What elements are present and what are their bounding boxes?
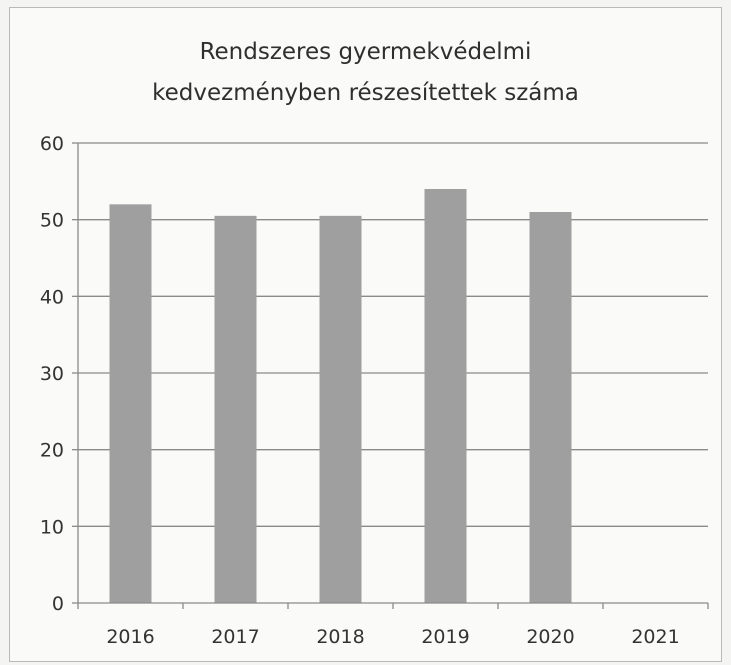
- chart-title: Rendszeres gyermekvédelmi kedvezményben …: [10, 32, 721, 114]
- x-tick-label: 2021: [631, 626, 679, 648]
- x-tick-label: 2019: [421, 626, 469, 648]
- x-tick-label: 2017: [211, 626, 259, 648]
- y-tick-label: 30: [40, 363, 64, 385]
- y-tick-label: 40: [40, 286, 64, 308]
- chart-title-line-2: kedvezményben részesítettek száma: [152, 80, 579, 106]
- y-tick-label: 50: [40, 210, 64, 232]
- bar-2020: [529, 212, 572, 603]
- x-tick-label: 2020: [526, 626, 574, 648]
- bar-2017: [214, 215, 257, 604]
- x-tick-label: 2016: [106, 626, 154, 648]
- y-tick-label: 60: [40, 133, 64, 155]
- y-tick-label: 10: [40, 516, 64, 538]
- bar-2016: [109, 204, 152, 604]
- bar-2019: [424, 189, 467, 603]
- bar-2018: [319, 215, 362, 604]
- y-tick-label: 0: [52, 593, 64, 615]
- y-tick-label: 20: [40, 440, 64, 462]
- chart-title-line-1: Rendszeres gyermekvédelmi: [199, 39, 532, 65]
- x-tick-label: 2018: [316, 626, 364, 648]
